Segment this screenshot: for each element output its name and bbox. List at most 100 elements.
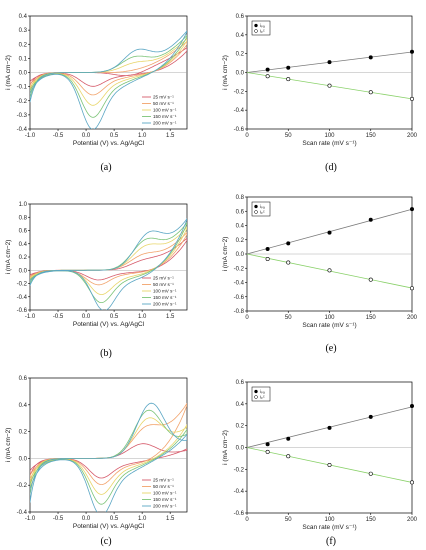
x-tick-label: 0.5 — [110, 314, 119, 320]
cv-curves — [30, 218, 187, 310]
y-tick-label: -0.4 — [17, 295, 28, 301]
legend-entry: 25 mV s⁻¹ — [153, 478, 174, 483]
chart-a: -1.0 -0.5 0.0 0.5 1.0 1.5 -0.4 -0.3 -0.2 -0.1 0.0 0… — [5, 14, 188, 173]
data-point — [265, 67, 270, 72]
y-tick-label: -0.1 — [17, 85, 28, 91]
x-axis-label: Scan rate (mV s⁻¹) — [302, 524, 356, 531]
y-axis-label: i (mA cm−2) — [5, 55, 12, 90]
x-axis-label: Scan rate (mV s⁻¹) — [302, 322, 356, 329]
data-point — [286, 65, 291, 70]
legend-entry: 100 mV s⁻¹ — [153, 108, 177, 113]
panel-label: (b) — [100, 348, 112, 359]
legend-entry: 25 mV s⁻¹ — [153, 95, 174, 100]
x-tick-label: 50 — [285, 517, 292, 523]
data-point — [327, 462, 332, 467]
legend-entry: 200 mV s⁻¹ — [153, 504, 177, 509]
y-tick-label: -0.2 — [234, 467, 245, 473]
data-point — [286, 260, 291, 265]
data-point — [327, 425, 332, 430]
y-tick-label: 0.2 — [236, 424, 245, 430]
cv-series-line — [30, 417, 187, 495]
x-tick-label: 0.0 — [82, 516, 91, 522]
data-point — [265, 247, 270, 252]
x-tick-label: -1.0 — [25, 314, 36, 320]
x-tick-label: 0.0 — [82, 314, 91, 320]
y-tick-label: -0.4 — [234, 489, 245, 495]
y-tick-label: 0.0 — [236, 446, 245, 452]
legend-entry: 100 mV s⁻¹ — [153, 289, 177, 294]
y-tick-label: 0.2 — [19, 430, 28, 436]
x-tick-label: 0 — [245, 517, 249, 523]
legend-entry: iₚᶜ — [260, 395, 265, 400]
y-tick-label: -0.2 — [17, 99, 28, 105]
legend-entry: 25 mV s⁻¹ — [153, 276, 174, 281]
legend-entry: 150 mV s⁻¹ — [153, 114, 177, 119]
plot-frame — [29, 203, 188, 311]
y-tick-label: 0.8 — [19, 215, 28, 221]
y-tick-label: 0.2 — [236, 52, 245, 58]
y-tick-label: 0.2 — [19, 42, 28, 48]
x-tick-label: -1.0 — [25, 133, 36, 139]
chart-c: -1.0 -0.5 0.0 0.5 1.0 1.5 -0.4 -0.2 0.0 0.2 0.4 0.6… — [5, 376, 188, 547]
data-point — [265, 74, 270, 79]
y-tick-label: 0.6 — [236, 14, 245, 20]
cv-series-line — [30, 30, 187, 129]
legend-entry: iₚₐ — [260, 204, 265, 209]
x-tick-label: 1.0 — [138, 516, 147, 522]
data-point — [409, 404, 414, 409]
legend-marker — [254, 210, 258, 214]
x-tick-label: -0.5 — [53, 516, 64, 522]
legend-entry: iₚᶜ — [260, 210, 265, 215]
x-tick-label: 0.0 — [82, 133, 91, 139]
x-tick-label: 100 — [324, 517, 335, 523]
y-tick-label: -0.8 — [234, 309, 245, 315]
x-tick-label: 1.0 — [138, 314, 147, 320]
x-tick-label: 1.0 — [138, 133, 147, 139]
y-axis-label: i (mA cm−2) — [222, 55, 229, 90]
legend-marker — [254, 395, 258, 399]
x-tick-label: 1.5 — [166, 133, 175, 139]
x-axis-label: Scan rate (mV s⁻¹) — [302, 140, 356, 147]
cv-series-line — [30, 237, 187, 281]
data-point — [265, 449, 270, 454]
y-tick-label: 0.8 — [236, 195, 245, 201]
x-tick-label: 50 — [285, 133, 292, 139]
y-tick-label: -0.6 — [234, 127, 245, 133]
legend-entry: iₚᶜ — [260, 29, 265, 34]
y-axis-label: i (mA cm−2) — [222, 430, 229, 465]
x-tick-label: -1.0 — [25, 516, 36, 522]
x-tick-label: 0.5 — [110, 516, 119, 522]
data-point — [327, 60, 332, 65]
panel-label: (c) — [100, 536, 111, 547]
panel-label: (a) — [100, 162, 111, 173]
data-point — [368, 471, 373, 476]
data-point — [409, 49, 414, 54]
cv-curves — [30, 30, 187, 129]
legend-entry: 150 mV s⁻¹ — [153, 295, 177, 300]
y-tick-label: 0.0 — [19, 456, 28, 462]
data-point — [409, 207, 414, 212]
panel-label: (d) — [325, 162, 337, 173]
data-point — [265, 256, 270, 261]
y-axis-label: i (mA cm−2) — [222, 237, 229, 272]
x-axis-label: Potential (V) vs. Ag/AgCl — [73, 140, 145, 147]
data-point — [368, 217, 373, 222]
data-point — [286, 241, 291, 246]
legend-entry: 50 mV s⁻¹ — [153, 101, 174, 106]
data-point — [286, 454, 291, 459]
y-tick-label: -0.4 — [17, 510, 28, 516]
data-point — [409, 96, 414, 101]
legend-entry: 100 mV s⁻¹ — [153, 491, 177, 496]
x-tick-label: 0.5 — [110, 133, 119, 139]
chart-d: 0 50 100 150 200 -0.6 -0.4 -0.2 0.0 0.2 0.4 0.6 Scan… — [222, 14, 418, 173]
y-tick-label: -0.3 — [17, 113, 28, 119]
y-tick-label: -0.6 — [17, 308, 28, 314]
y-tick-label: -0.2 — [17, 282, 28, 288]
legend-marker — [254, 23, 258, 28]
y-tick-label: 0.4 — [19, 403, 28, 409]
y-tick-label: 0.6 — [236, 209, 245, 215]
data-point — [327, 268, 332, 273]
x-tick-label: 100 — [324, 133, 335, 139]
chart-f: 0 50 100 150 200 -0.6 -0.4 -0.2 0.0 0.2 0.4 0.6 Scan… — [222, 380, 418, 547]
